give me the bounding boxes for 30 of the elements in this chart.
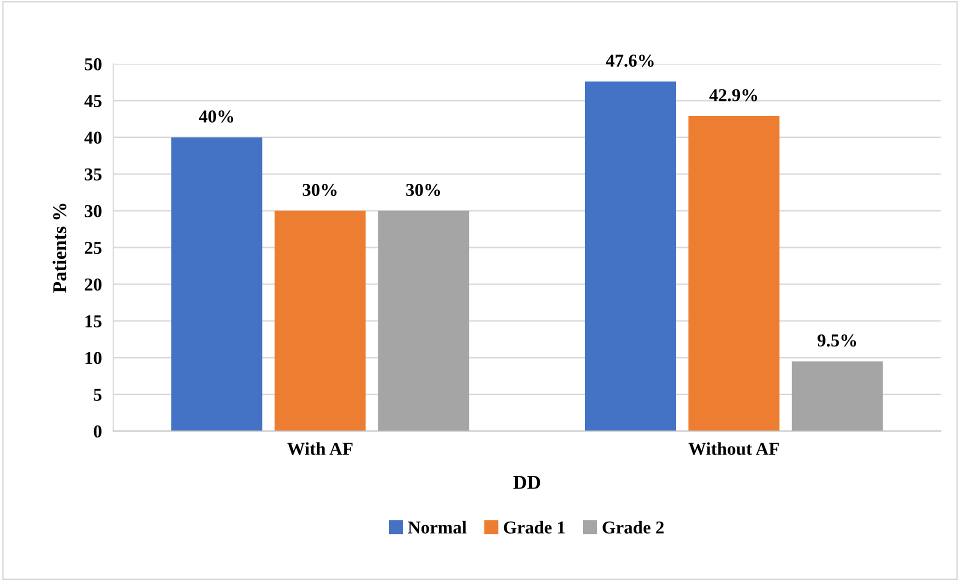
- data-label: 47.6%: [606, 54, 654, 67]
- x-axis-title: DD: [513, 476, 540, 489]
- legend-label: Normal: [408, 520, 467, 534]
- bar: [688, 116, 780, 432]
- data-label: 30%: [302, 184, 337, 196]
- data-label: 30%: [406, 184, 440, 196]
- y-tick-label: 50: [84, 58, 102, 70]
- y-tick-label: 40: [84, 132, 102, 144]
- bar: [171, 137, 262, 432]
- y-tick-label: 5: [94, 388, 102, 401]
- data-label: 9.5%: [818, 334, 856, 347]
- y-tick-label: 20: [84, 278, 102, 291]
- data-label: 42.9%: [709, 89, 758, 102]
- y-tick-label: 45: [84, 95, 102, 108]
- y-tick-label: 35: [84, 168, 102, 181]
- legend-label: Grade 1: [504, 520, 565, 534]
- bar: [792, 361, 883, 432]
- y-tick-label: 25: [84, 242, 102, 254]
- y-tick-label: 10: [86, 352, 102, 364]
- bar: [274, 210, 366, 432]
- data-label: 40%: [198, 110, 234, 123]
- y-tick-label: 30: [84, 205, 102, 218]
- y-tick-label: 0: [94, 425, 102, 438]
- bar: [584, 82, 676, 432]
- bar: [378, 210, 470, 432]
- y-tick-label: 15: [86, 315, 102, 328]
- x-tick-label: With AF: [287, 442, 352, 456]
- y-axis-title: Patients %: [52, 204, 66, 293]
- legend-label: Grade 2: [602, 520, 664, 534]
- x-tick-label: Without AF: [688, 442, 779, 456]
